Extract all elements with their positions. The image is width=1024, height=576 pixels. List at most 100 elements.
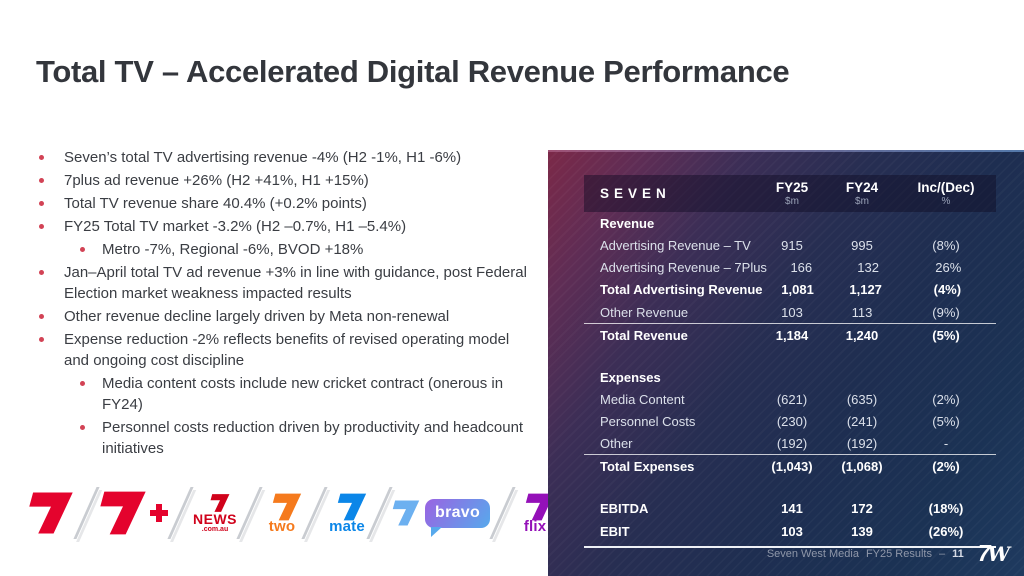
- row-value-chg: (8%): [932, 237, 960, 253]
- row-value-chg: (4%): [933, 282, 962, 297]
- seven-bravo-logo-icon: bravo: [392, 498, 491, 537]
- row-label: Advertising Revenue – 7Plus: [600, 259, 767, 275]
- logo-separator-slash-icon: [366, 487, 393, 539]
- row-value-chg: (5%): [932, 413, 960, 429]
- row-value-fy25: (230): [776, 413, 808, 429]
- row-value-fy25: 103: [781, 524, 803, 539]
- column-label: Inc/(Dec): [917, 180, 975, 196]
- seven-logo-icon: [28, 490, 74, 536]
- row-value-fy25: (1,043): [771, 459, 813, 474]
- row-value-fy24: 132: [857, 259, 879, 275]
- row-value-chg: (18%): [928, 501, 964, 516]
- row-label: Total Advertising Revenue: [600, 282, 763, 297]
- row-value-fy24: 139: [851, 524, 873, 539]
- row-value-fy24: (192): [846, 435, 878, 451]
- table-spacer: [584, 478, 996, 497]
- seven-glyph-icon: [392, 500, 420, 526]
- seven-glyph-icon: [100, 491, 146, 535]
- seven-glyph-icon: [29, 492, 73, 534]
- table-bottom-rule: [584, 546, 996, 548]
- bullet-item: Metro -7%, Regional -6%, BVOD +18%: [36, 239, 536, 260]
- row-label: Total Revenue: [600, 328, 688, 343]
- row-value-fy25: (621): [776, 391, 808, 407]
- row-value-fy25: (192): [776, 435, 808, 451]
- row-value-fy24: (635): [846, 391, 878, 407]
- footer-deck-name: FY25 Results: [865, 547, 932, 560]
- seven-glyph-icon: [337, 493, 367, 520]
- logo-separator-slash-icon: [167, 487, 194, 539]
- row-label: Other Revenue: [600, 304, 689, 320]
- table-row: Total Expenses (1,043) (1,068) (2%): [584, 454, 996, 478]
- row-value-fy24: 1,240: [845, 328, 879, 343]
- table-row: EBITDA 141 172 (18%): [584, 497, 996, 520]
- table-row: Total Advertising Revenue 1,081 1,127 (4%): [584, 278, 996, 301]
- seven-mate-logo-icon: mate: [327, 492, 367, 535]
- row-value-fy24: 1,127: [849, 282, 882, 297]
- row-value-fy25: 915: [781, 237, 803, 253]
- row-value-fy25: 103: [781, 304, 803, 320]
- bravo-speech-bubble: bravo: [425, 498, 491, 537]
- row-value-chg: (2%): [932, 459, 960, 474]
- logo-separator-slash-icon: [301, 487, 328, 539]
- table-row: Personnel Costs (230) (241) (5%): [584, 410, 996, 432]
- bullet-item: Jan–April total TV ad revenue +3% in lin…: [36, 262, 536, 304]
- row-value-chg: (9%): [932, 304, 960, 320]
- table-row: Total Revenue 1,184 1,240 (5%): [584, 323, 996, 347]
- bullet-item: Expense reduction -2% reflects benefits …: [36, 329, 536, 371]
- slide-title: Total TV – Accelerated Digital Revenue P…: [36, 54, 790, 89]
- table-column-header: FY25 $m: [756, 179, 828, 207]
- logo-separator-slash-icon: [73, 487, 100, 539]
- row-value-chg: (2%): [932, 391, 960, 407]
- table-column-header: Inc/(Dec)%: [896, 179, 996, 207]
- bullet-item: Media content costs include new cricket …: [36, 373, 536, 415]
- row-value-fy24: 113: [851, 304, 873, 320]
- seven-glyph-icon: [272, 493, 302, 520]
- table-header-row: SEVEN FY25 $m FY24 $m Inc/(Dec)%: [584, 175, 996, 212]
- bullet-item: Other revenue decline largely driven by …: [36, 306, 536, 327]
- row-value-fy24: 995: [851, 237, 873, 253]
- logo-separator-slash-icon: [489, 487, 516, 539]
- table-row: Expenses: [584, 366, 996, 388]
- column-label: FY25: [775, 180, 809, 196]
- row-label: Revenue: [600, 215, 655, 231]
- bullet-item: Total TV revenue share 40.4% (+0.2% poin…: [36, 193, 536, 214]
- seven-flix-label: flix: [523, 517, 547, 535]
- channel-logo-strip: NEWS .com.au two mate bravo flix: [28, 479, 555, 547]
- row-label: Expenses: [600, 369, 661, 385]
- bullet-item: 7plus ad revenue +26% (H2 +41%, H1 +15%): [36, 170, 536, 191]
- row-value-fy25: 1,081: [781, 282, 814, 297]
- column-unit: $m: [785, 196, 799, 207]
- table-row: Advertising Revenue – 7Plus 166 132 26%: [584, 256, 996, 278]
- table-spacer: [584, 347, 996, 366]
- table-row: Other Revenue 103 113 (9%): [584, 301, 996, 323]
- table-row: Advertising Revenue – TV 915 995 (8%): [584, 234, 996, 256]
- seven-two-label: two: [268, 517, 296, 535]
- row-value-chg: (5%): [932, 328, 960, 343]
- column-unit: $m: [855, 196, 869, 207]
- financials-panel: SEVEN FY25 $m FY24 $m Inc/(Dec)% Revenue Adve…: [548, 150, 1024, 576]
- bullet-list: Seven’s total TV advertising revenue -4%…: [36, 147, 536, 461]
- financial-table: SEVEN FY25 $m FY24 $m Inc/(Dec)% Revenue Adve…: [584, 175, 996, 548]
- row-label: EBITDA: [600, 501, 649, 516]
- table-row: Other (192) (192) -: [584, 432, 996, 454]
- column-unit: %: [941, 196, 951, 207]
- bullet-item: Seven’s total TV advertising revenue -4%…: [36, 147, 536, 168]
- row-value-chg: 26%: [935, 259, 962, 275]
- bullet-item: FY25 Total TV market -3.2% (H2 –0.7%, H1…: [36, 216, 536, 237]
- slide-footer: Seven West Media FY25 Results – 11 7 W: [767, 540, 1010, 567]
- seven-glyph-icon: [525, 493, 555, 520]
- table-row: Revenue: [584, 212, 996, 234]
- row-value-fy25: 166: [790, 259, 813, 275]
- row-label: Media Content: [600, 391, 685, 407]
- seven-mate-label: mate: [329, 517, 365, 535]
- table-row: EBIT 103 139 (26%): [584, 520, 996, 543]
- row-value-fy25: 141: [781, 501, 803, 516]
- table-brand-label: SEVEN: [600, 186, 671, 201]
- footer-company: Seven West Media: [766, 547, 859, 560]
- row-value-fy24: 172: [851, 501, 873, 516]
- seven-flix-logo-icon: flix: [515, 492, 555, 535]
- row-value-chg: (26%): [928, 524, 964, 539]
- row-value-fy24: (1,068): [841, 459, 883, 474]
- row-label: Advertising Revenue – TV: [600, 237, 751, 253]
